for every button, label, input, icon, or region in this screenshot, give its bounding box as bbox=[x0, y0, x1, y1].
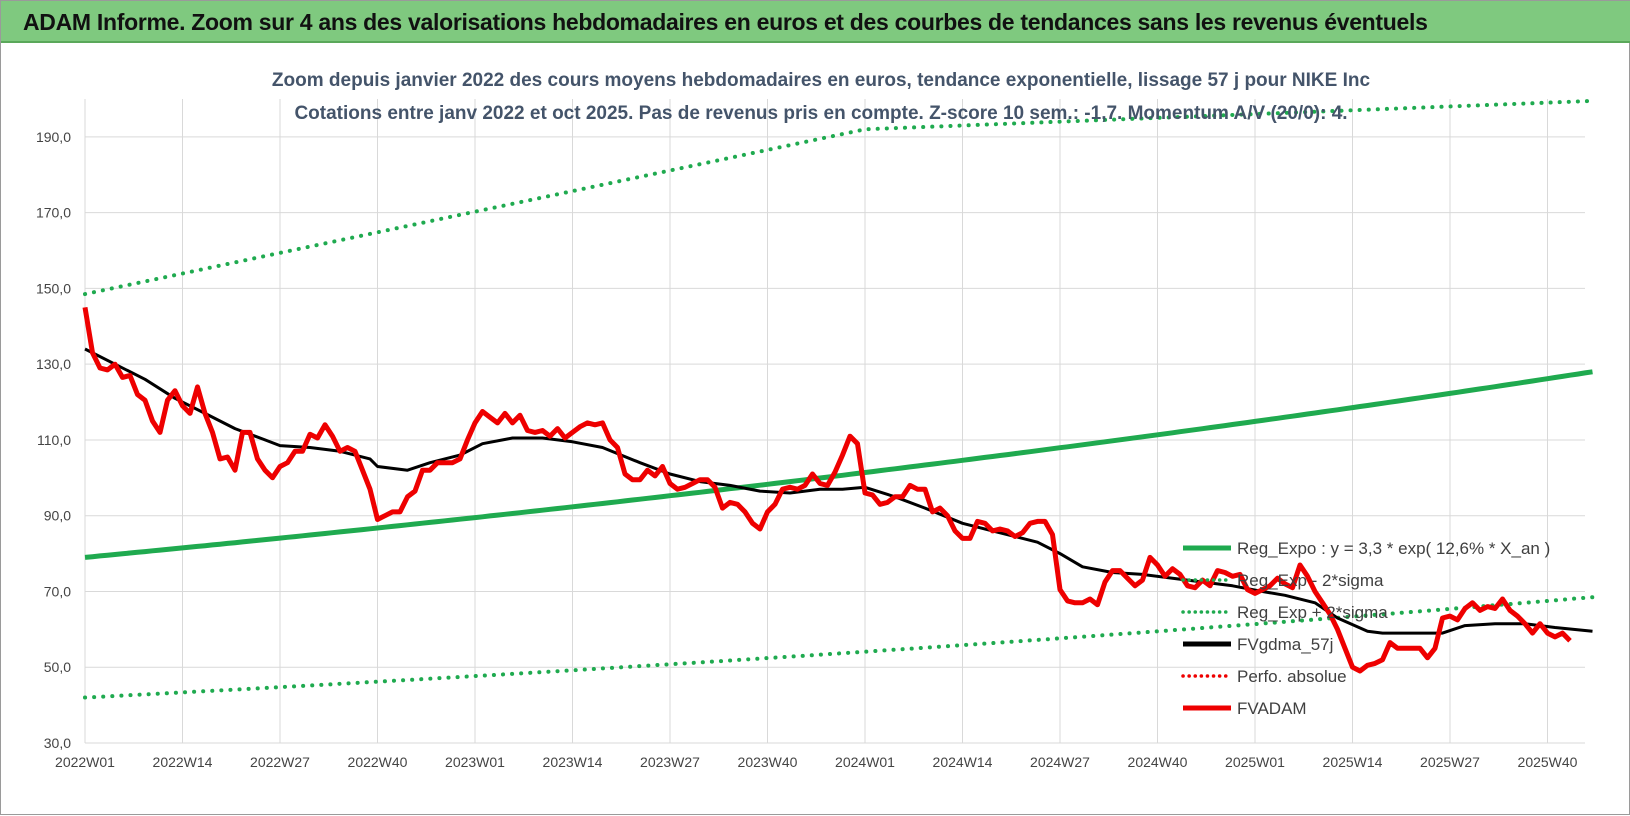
legend-label: FVADAM bbox=[1237, 699, 1307, 718]
trend-line-reg-expo bbox=[84, 369, 1593, 560]
legend-label: FVgdma_57j bbox=[1237, 635, 1333, 654]
y-tick-label: 190,0 bbox=[36, 129, 71, 145]
legend: Reg_Expo : y = 3,3 * exp( 12,6% * X_an )… bbox=[1181, 539, 1550, 718]
x-tick-label: 2025W01 bbox=[1225, 754, 1285, 770]
y-tick-label: 170,0 bbox=[36, 205, 71, 221]
price-line-fvadam bbox=[82, 306, 1572, 674]
x-tick-label: 2022W14 bbox=[153, 754, 213, 770]
x-tick-label: 2025W14 bbox=[1323, 754, 1383, 770]
smoothed-line-fvgdma-57j bbox=[84, 347, 1593, 635]
x-tick-label: 2023W40 bbox=[738, 754, 798, 770]
y-tick-label: 110,0 bbox=[37, 432, 71, 448]
banner-title: ADAM Informe. Zoom sur 4 ans des valoris… bbox=[23, 9, 1428, 35]
y-tick-label: 70,0 bbox=[44, 583, 71, 599]
y-tick-label: 90,0 bbox=[44, 508, 71, 524]
legend-label: Reg_Exp - 2*sigma bbox=[1237, 571, 1384, 590]
chart-title: Zoom depuis janvier 2022 des cours moyen… bbox=[272, 70, 1371, 91]
y-tick-label: 150,0 bbox=[36, 280, 71, 296]
report-banner: ADAM Informe. Zoom sur 4 ans des valoris… bbox=[1, 1, 1630, 43]
trend-line-minus-2-sigma bbox=[83, 595, 1595, 700]
chart-subtitle: Cotations entre janv 2022 et oct 2025. P… bbox=[294, 103, 1347, 124]
x-tick-label: 2024W01 bbox=[835, 754, 895, 770]
trend-line-plus-2-sigma bbox=[83, 98, 1595, 297]
x-tick-label: 2024W27 bbox=[1030, 754, 1090, 770]
grid-layer bbox=[84, 99, 1585, 744]
x-tick-label: 2022W27 bbox=[250, 754, 310, 770]
x-tick-label: 2022W01 bbox=[55, 754, 115, 770]
x-tick-label: 2024W40 bbox=[1128, 754, 1188, 770]
x-tick-label: 2022W40 bbox=[348, 754, 408, 770]
axis-layer: 30,0 50,0 70,0 90,0 110,0 130,0 150,0 170,0 190,… bbox=[36, 129, 1578, 770]
legend-label: Reg_Expo : y = 3,3 * exp( 12,6% * X_an ) bbox=[1237, 539, 1550, 558]
x-tick-label: 2025W27 bbox=[1420, 754, 1480, 770]
y-tick-label: 30,0 bbox=[44, 735, 71, 751]
x-tick-label: 2024W14 bbox=[933, 754, 993, 770]
x-tick-label: 2023W01 bbox=[445, 754, 505, 770]
x-tick-label: 2025W40 bbox=[1518, 754, 1578, 770]
legend-label: Perfo. absolue bbox=[1237, 667, 1347, 686]
x-tick-label: 2023W27 bbox=[640, 754, 700, 770]
series-layer bbox=[82, 98, 1595, 700]
x-tick-label: 2023W14 bbox=[543, 754, 603, 770]
y-tick-label: 50,0 bbox=[44, 659, 71, 675]
y-tick-label: 130,0 bbox=[36, 356, 71, 372]
legend-label: Reg_Exp + 2*sigma bbox=[1237, 603, 1388, 622]
